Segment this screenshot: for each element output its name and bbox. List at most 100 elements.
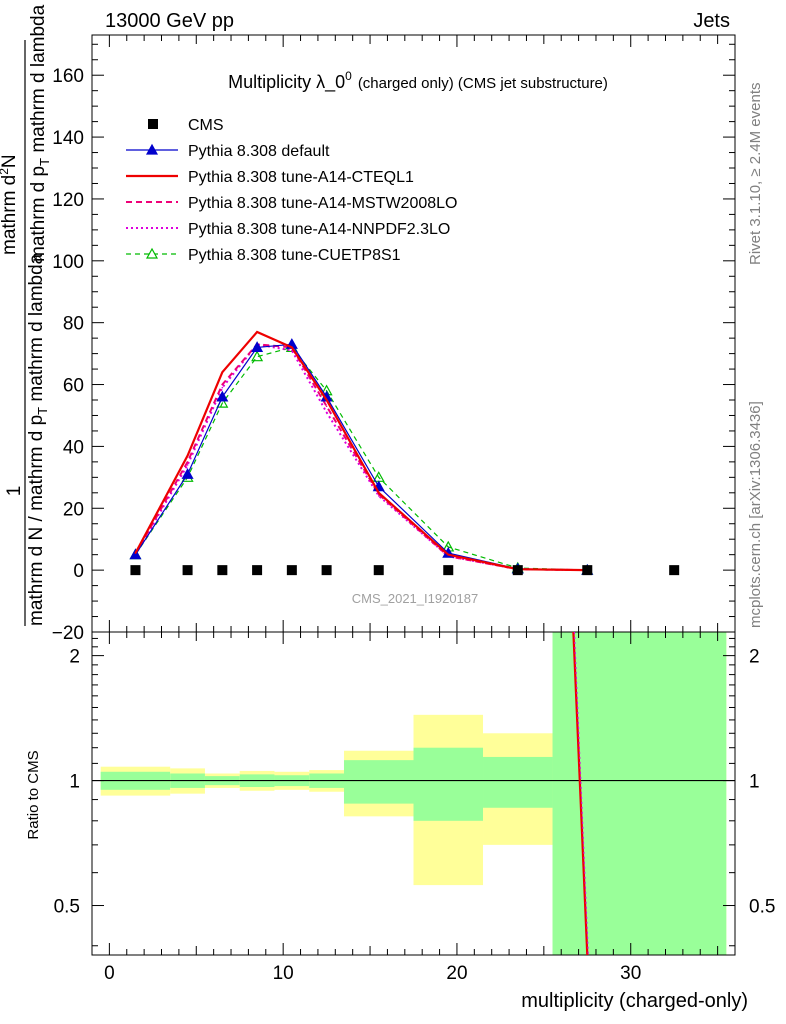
point-cms	[443, 565, 454, 576]
legend-entry-cteql1: Pythia 8.308 tune-A14-CTEQL1	[126, 169, 414, 186]
ratio-line-cteql1	[572, 631, 589, 956]
point-cteql1	[291, 346, 293, 349]
x-tick-label: 30	[620, 963, 641, 984]
ratio-y-tick-label-right: 1	[749, 772, 760, 793]
series-line-cuetp8s1	[134, 346, 588, 571]
point-default	[251, 341, 264, 353]
y-label-one: 1	[4, 486, 25, 497]
legend-label-nnpdf: Pythia 8.308 tune-A14-NNPDF2.3LO	[188, 221, 450, 238]
legend-entry-nnpdf: Pythia 8.308 tune-A14-NNPDF2.3LO	[126, 221, 450, 238]
point-cms	[512, 565, 523, 576]
x-axis-label: multiplicity (charged-only)	[521, 990, 748, 1012]
point-mstw	[325, 405, 328, 407]
ratio-band-inner	[552, 632, 727, 955]
y-tick-label: 160	[52, 66, 84, 87]
point-cteql1	[325, 399, 328, 401]
ratio-band-inner	[343, 760, 414, 804]
header-process-label: Jets	[693, 10, 730, 32]
ratio-y-tick-label: 1	[69, 772, 80, 793]
ratio-uncertainty-bands	[100, 632, 727, 955]
legend-entry-cms: CMS	[148, 117, 224, 134]
ratio-axes: 0.5 0.51 12 20 10 20 30	[54, 632, 775, 984]
y-label-denominator: mathrm d N / mathrm d pT mathrm d lambda	[26, 253, 50, 626]
point-cms	[182, 565, 193, 576]
main-plot-data	[129, 330, 680, 576]
main-y-axis: −20 0 20 40 60 80 100 120 140 160	[52, 35, 735, 644]
point-cms	[582, 565, 593, 576]
ratio-band-inner	[483, 756, 553, 808]
y-tick-label: 120	[52, 190, 84, 211]
ratio-y-tick-label: 2	[69, 647, 80, 668]
main-y-axis-label: 1 mathrm d N / mathrm d pT mathrm d lamb…	[0, 4, 52, 626]
point-nnpdf	[291, 349, 293, 352]
ratio-plot-data	[92, 631, 735, 956]
analysis-watermark: CMS_2021_I1920187	[352, 591, 479, 606]
legend-label-mstw: Pythia 8.308 tune-A14-MSTW2008LO	[188, 195, 457, 212]
point-default	[181, 468, 194, 479]
y-tick-label: 80	[63, 314, 84, 335]
point-cms	[286, 565, 297, 576]
point-cteql1	[134, 552, 137, 554]
point-cteql1	[221, 371, 224, 373]
point-cuetp8s1	[251, 350, 264, 362]
point-cms	[130, 565, 141, 576]
ratio-y-tick-label: 0.5	[54, 897, 80, 918]
plot-title-main: Multiplicity λ_0	[228, 72, 345, 93]
legend-entry-cuetp8s1: Pythia 8.308 tune-CUETP8S1	[126, 247, 401, 264]
legend-label-cteql1: Pythia 8.308 tune-A14-CTEQL1	[188, 169, 414, 186]
ratio-band-inner	[413, 747, 484, 821]
plot-title: Multiplicity λ_00 (charged only) (CMS jet…	[228, 69, 608, 93]
point-default	[216, 390, 229, 402]
y-tick-label: 40	[63, 437, 84, 458]
mcplots-credit-label: mcplots.cern.ch [arXiv:1306.3436]	[747, 401, 764, 628]
x-tick-label: 0	[104, 963, 115, 984]
point-cms	[373, 565, 384, 576]
main-plot-panel: −20 0 20 40 60 80 100 120 140 160 CMS_2021_I19201…	[52, 34, 736, 644]
ratio-y-tick-label-right: 2	[749, 647, 760, 668]
ratio-y-axis-label: Ratio to CMS	[25, 750, 42, 839]
y-tick-label: 0	[73, 561, 84, 582]
plot-title-superscript: 0	[345, 69, 352, 83]
point-cteql1	[447, 553, 450, 556]
y-tick-label: 100	[52, 252, 84, 273]
legend-label-default: Pythia 8.308 default	[188, 143, 330, 160]
plot-title-suffix: (charged only) (CMS jet substructure)	[358, 75, 608, 92]
y-label-numerator-denominator: mathrm d pT mathrm d lambda	[28, 4, 52, 262]
legend-entry-default: Pythia 8.308 default	[126, 143, 330, 160]
ratio-y-tick-label-right: 0.5	[749, 897, 775, 918]
y-label-numerator: mathrm d2N	[0, 154, 20, 255]
legend-marker-cms	[148, 119, 158, 129]
point-mstw	[221, 383, 224, 386]
ratio-plot-frame	[91, 631, 736, 956]
legend-marker-cuetp8s1	[145, 247, 159, 259]
point-cteql1	[256, 331, 258, 333]
header-energy-label: 13000 GeV pp	[105, 10, 234, 32]
point-cms	[217, 565, 228, 576]
point-nnpdf	[221, 386, 224, 389]
legend-entry-mstw: Pythia 8.308 tune-A14-MSTW2008LO	[126, 195, 457, 212]
point-cteql1	[377, 492, 380, 494]
series-line-default	[134, 343, 588, 571]
ratio-plot-panel: 0.5 0.51 12 20 10 20 30 Ratio to CMS multiplic…	[25, 631, 775, 1012]
series-line-cteql1	[134, 330, 588, 572]
x-tick-label: 10	[273, 963, 294, 984]
y-tick-label: −20	[52, 623, 84, 644]
legend-label-cms: CMS	[188, 117, 224, 134]
point-cms	[669, 565, 680, 576]
legend-label-cuetp8s1: Pythia 8.308 tune-CUETP8S1	[188, 247, 401, 264]
point-mstw	[186, 461, 189, 463]
legend: CMS Pythia 8.308 default Pythia 8.308 tune…	[126, 117, 457, 264]
point-cteql1	[186, 454, 189, 457]
point-cms	[252, 565, 263, 576]
y-tick-label: 60	[63, 376, 84, 397]
series-line-mstw	[134, 343, 588, 572]
rivet-version-label: Rivet 3.1.10, ≥ 2.4M events	[747, 83, 764, 266]
y-tick-label: 20	[63, 499, 84, 520]
point-cms	[321, 565, 332, 576]
point-nnpdf	[325, 411, 328, 414]
y-tick-label: 140	[52, 128, 84, 149]
x-tick-label: 20	[446, 963, 467, 984]
ratio-line-nnpdf	[573, 631, 589, 956]
point-default	[129, 548, 142, 560]
